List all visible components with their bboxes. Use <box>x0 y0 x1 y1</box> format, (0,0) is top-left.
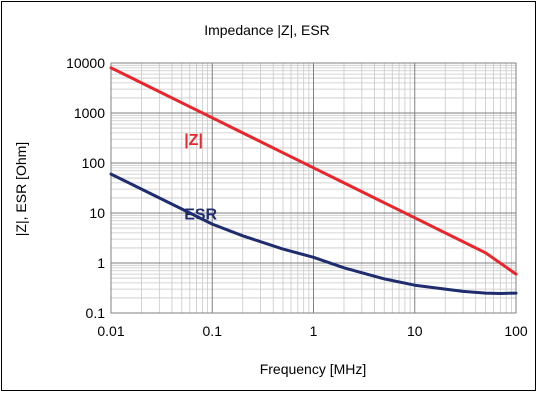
x-tick-label: 1 <box>310 323 318 339</box>
x-axis-label: Frequency [MHz] <box>260 361 367 377</box>
x-tick-label: 0.1 <box>203 323 223 339</box>
plot-area-border <box>110 62 517 314</box>
chart-title: Impedance |Z|, ESR <box>204 22 330 38</box>
minor-gridlines <box>111 63 516 313</box>
series-label-1: ESR <box>184 207 217 224</box>
y-tick-label: 1 <box>97 255 105 271</box>
x-tick-label: 100 <box>504 323 528 339</box>
y-axis-label: |Z|, ESR [Ohm] <box>13 142 29 236</box>
y-tick-label: 10000 <box>66 55 105 71</box>
series-labels: |Z| ESR <box>184 132 217 224</box>
series-layer <box>109 66 518 295</box>
y-tick-labels: 0.1 1 10 100 1000 10000 <box>66 55 105 321</box>
x-tick-label: 10 <box>407 323 423 339</box>
series-line-1 <box>109 172 518 295</box>
series-line-0 <box>109 66 518 276</box>
x-tick-label: 0.01 <box>97 323 124 339</box>
y-tick-label: 100 <box>82 155 106 171</box>
y-tick-label: 1000 <box>74 105 105 121</box>
series-label-0: |Z| <box>184 132 203 149</box>
x-tick-labels: 0.01 0.1 1 10 100 <box>97 323 528 339</box>
y-tick-label: 10 <box>89 205 105 221</box>
y-tick-label: 0.1 <box>86 305 106 321</box>
